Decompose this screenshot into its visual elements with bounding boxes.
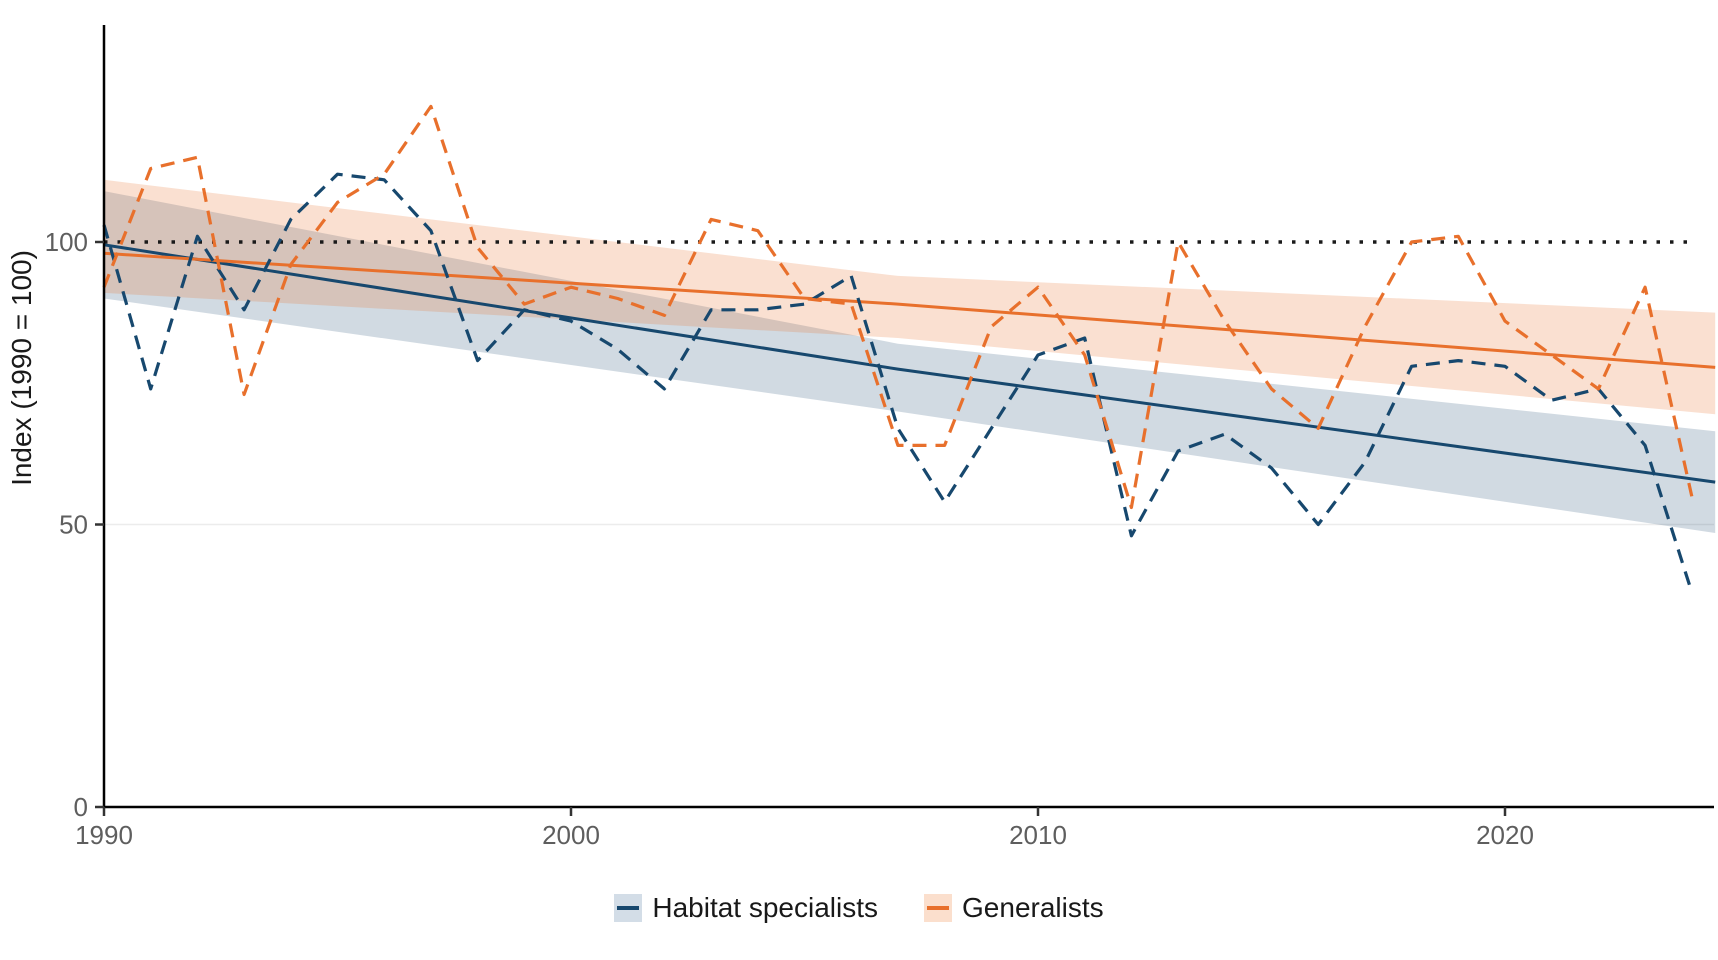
y-tick-label: 100 (45, 227, 88, 257)
generalists-confidence-ribbon (104, 179, 1716, 415)
y-tick-label: 0 (74, 792, 88, 822)
y-tick-label: 50 (59, 510, 88, 540)
habitat-specialists-confidence-ribbon (104, 191, 1716, 533)
legend-item-generalists: Generalists (924, 892, 1104, 924)
habitat-specialists-dashed-line (102, 172, 1694, 593)
x-tick-label: 1990 (75, 820, 133, 850)
legend-item-habitat-specialists: Habitat specialists (614, 892, 878, 924)
plot-area: 1990 2000 2010 2020 0 50 100 (45, 25, 1716, 850)
legend-key-generalists-icon (924, 894, 953, 922)
x-tick-label: 2000 (542, 820, 600, 850)
y-axis-title: Index (1990 = 100) (6, 250, 37, 486)
legend: Habitat specialists Generalists (0, 892, 1718, 924)
generalists-dashed-line (102, 104, 1694, 510)
legend-label-generalists: Generalists (962, 892, 1104, 923)
x-tick-label: 2010 (1009, 820, 1067, 850)
legend-label-habitat-specialists: Habitat specialists (652, 892, 879, 923)
legend-key-habitat-specialists-icon (614, 894, 643, 922)
x-tick-label: 2020 (1476, 820, 1534, 850)
habitat-specialists-trend-line (103, 243, 1716, 484)
generalists-trend-line (103, 251, 1716, 369)
